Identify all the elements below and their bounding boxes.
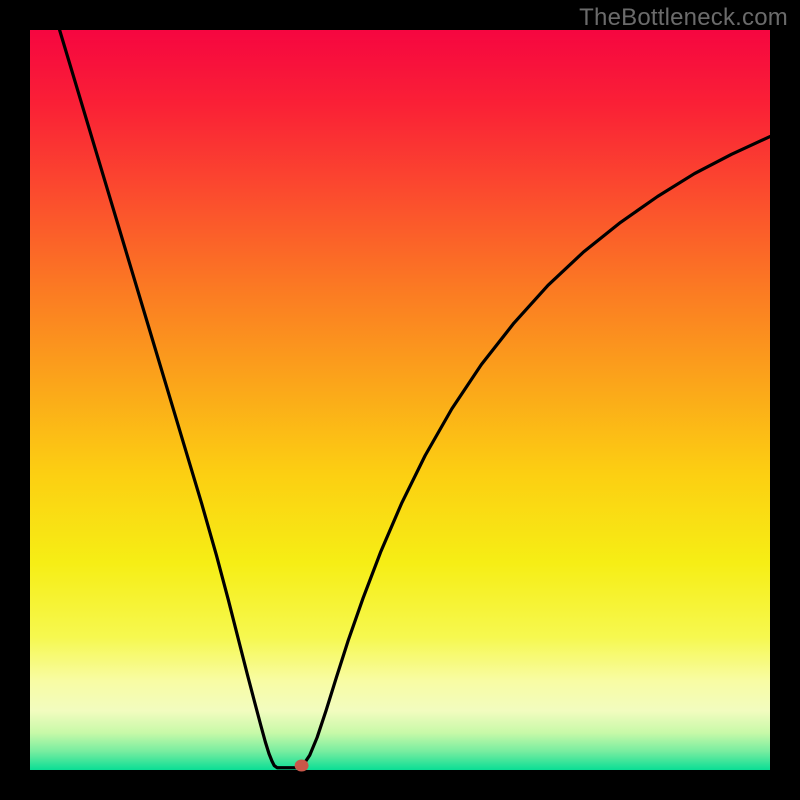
chart-frame: TheBottleneck.com bbox=[0, 0, 800, 800]
watermark-text: TheBottleneck.com bbox=[579, 4, 788, 32]
curve-layer bbox=[0, 0, 800, 800]
bottleneck-curve bbox=[60, 30, 770, 768]
optimum-marker bbox=[295, 760, 309, 772]
